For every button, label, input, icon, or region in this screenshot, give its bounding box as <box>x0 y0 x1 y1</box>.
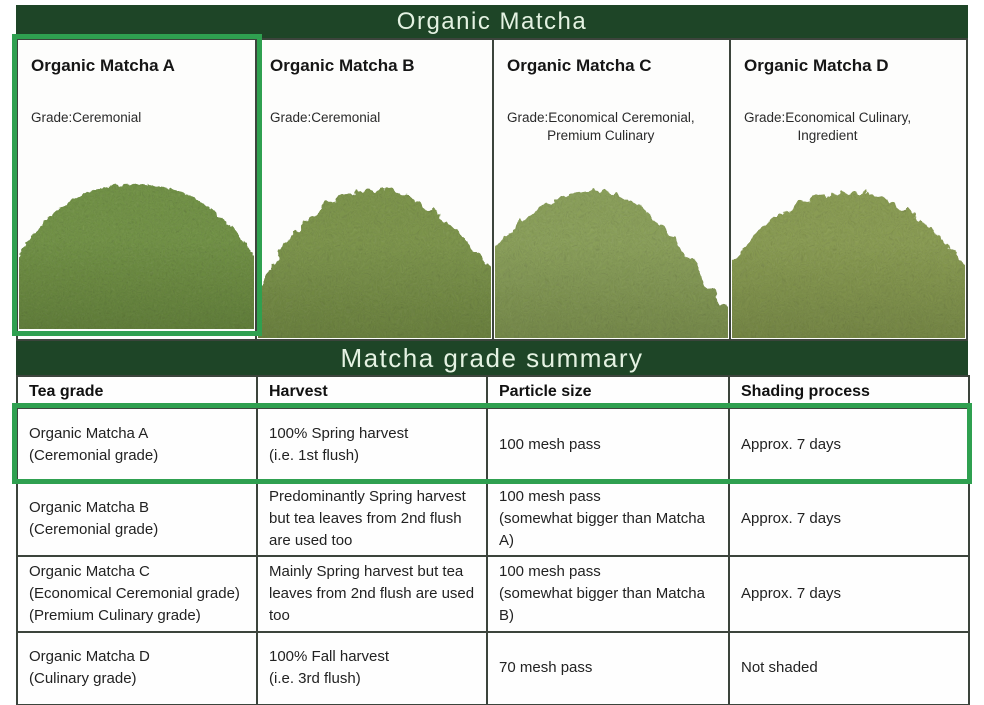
grade-line-1: Grade:Economical Culinary, <box>744 110 912 125</box>
cell-shading-process: Approx. 7 days <box>728 555 970 633</box>
summary-title-band: Matcha grade summary <box>16 341 968 375</box>
cell-line: 100 mesh pass <box>499 435 601 453</box>
cell-shading-process: Approx. 7 days <box>728 407 970 482</box>
grade-line-1: Grade:Ceremonial <box>270 110 381 125</box>
cell-particle-size: 100 mesh pass (somewhat bigger than Match… <box>486 479 730 558</box>
table-row: Organic Matcha C (Economical Ceremonial g… <box>16 555 970 633</box>
column-header: Tea grade <box>16 375 258 409</box>
cell-line: (i.e. 1st flush) <box>269 446 360 464</box>
cell-line: Organic Matcha C <box>29 563 150 581</box>
matcha-panel-title: Organic Matcha B <box>270 56 415 75</box>
column-header: Shading process <box>728 375 970 409</box>
main-title-band: Organic Matcha <box>16 5 968 38</box>
grade-line-1: Grade:Ceremonial <box>31 110 142 125</box>
cell-harvest: 100% Fall harvest (i.e. 3rd flush) <box>256 630 488 705</box>
cell-particle-size: 100 mesh pass (somewhat bigger than Match… <box>486 555 730 633</box>
cell-line: 70 mesh pass <box>499 659 593 677</box>
table-row: Organic Matcha A (Ceremonial grade) 100% … <box>16 407 970 482</box>
table-row: Organic Matcha D (Culinary grade) 100% Fa… <box>16 630 970 705</box>
column-header: Particle size <box>486 375 730 409</box>
cell-line: 100 mesh pass <box>499 563 601 581</box>
grade-line-2: Premium Culinary <box>547 127 655 143</box>
matcha-panel-a: Organic Matcha A Grade:Ceremonial <box>18 40 255 339</box>
cell-shading-process: Not shaded <box>728 630 970 705</box>
cell-line: Mainly Spring harvest but tea leaves fro… <box>269 563 475 624</box>
matcha-powder-image <box>732 162 965 338</box>
cell-harvest: 100% Spring harvest (i.e. 1st flush) <box>256 407 488 482</box>
cell-line: (Ceremonial grade) <box>29 520 159 538</box>
matcha-panel-grade: Grade:Ceremonial <box>31 109 141 127</box>
matcha-panel-title: Organic Matcha A <box>31 56 175 75</box>
cell-line: 100% Spring harvest <box>269 424 409 442</box>
table-header-row: Tea grade Harvest Particle size Shading pro… <box>16 375 970 409</box>
cell-line: Approx. 7 days <box>741 509 842 527</box>
matcha-panel-c: Organic Matcha C Grade:Economical Ceremo… <box>492 40 729 339</box>
matcha-panel-d: Organic Matcha D Grade:Economical Culina… <box>729 40 966 339</box>
cell-line: 100% Fall harvest <box>269 648 390 666</box>
cell-line: (Culinary grade) <box>29 670 137 687</box>
matcha-powder-image <box>258 162 491 338</box>
grade-line-2: Ingredient <box>797 127 858 143</box>
cell-line: (i.e. 3rd flush) <box>269 670 361 687</box>
cell-tea-grade: Organic Matcha B (Ceremonial grade) <box>16 479 258 558</box>
cell-line: Approx. 7 days <box>741 585 842 602</box>
matcha-panel-title: Organic Matcha D <box>744 56 889 75</box>
cell-particle-size: 100 mesh pass <box>486 407 730 482</box>
main-title: Organic Matcha <box>396 7 588 35</box>
cell-shading-process: Approx. 7 days <box>728 479 970 558</box>
cell-line: (somewhat bigger than Matcha B) <box>499 585 705 624</box>
cell-tea-grade: Organic Matcha C (Economical Ceremonial g… <box>16 555 258 633</box>
cell-line: Approx. 7 days <box>741 435 842 453</box>
cell-line: (Economical Ceremonial grade) <box>29 585 240 602</box>
cell-particle-size: 70 mesh pass <box>486 630 730 705</box>
matcha-panel-grade: Grade:Ceremonial <box>270 109 380 127</box>
cell-tea-grade: Organic Matcha A (Ceremonial grade) <box>16 407 258 482</box>
summary-title: Matcha grade summary <box>340 342 644 373</box>
matcha-panel-grade: Grade:Economical Culinary, Ingredient <box>744 109 911 144</box>
cell-line: Organic Matcha A <box>29 424 149 442</box>
cell-line: Predominantly Spring harvest but tea lea… <box>269 488 466 549</box>
panel-grid: Organic Matcha A Grade:Ceremonial Organi… <box>16 38 968 341</box>
matcha-panel-grade: Grade:Economical Ceremonial, Premium Cul… <box>507 109 695 144</box>
cell-line: Organic Matcha D <box>29 648 150 666</box>
column-header: Harvest <box>256 375 488 409</box>
matcha-panel-title: Organic Matcha C <box>507 56 652 75</box>
cell-line: Organic Matcha B <box>29 498 150 516</box>
cell-line: Not shaded <box>741 659 818 677</box>
cell-tea-grade: Organic Matcha D (Culinary grade) <box>16 630 258 705</box>
matcha-panel-b: Organic Matcha B Grade:Ceremonial <box>255 40 492 339</box>
cell-line: 100 mesh pass <box>499 488 601 505</box>
table-body: Organic Matcha A (Ceremonial grade) 100% … <box>16 407 970 705</box>
table-row: Organic Matcha B (Ceremonial grade) Predo… <box>16 479 970 558</box>
cell-line: (Ceremonial grade) <box>29 446 159 464</box>
matcha-powder-image <box>19 161 254 329</box>
grade-summary-table: Tea grade Harvest Particle size Shading pro… <box>16 375 970 705</box>
cell-harvest: Predominantly Spring harvest but tea lea… <box>256 479 488 558</box>
matcha-powder-image <box>495 162 728 338</box>
cell-line: (somewhat bigger than Matcha A) <box>499 509 705 549</box>
cell-line: (Premium Culinary grade) <box>29 606 201 624</box>
cell-harvest: Mainly Spring harvest but tea leaves fro… <box>256 555 488 633</box>
grade-line-1: Grade:Economical Ceremonial, <box>507 110 695 125</box>
